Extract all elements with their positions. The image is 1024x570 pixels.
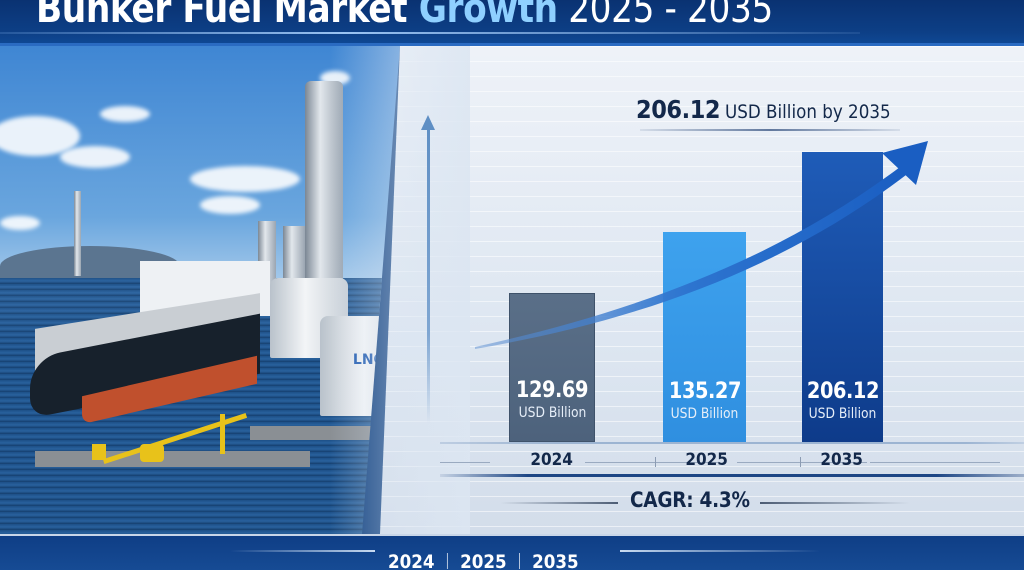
refinery-unit [283,226,305,291]
axis-tick [655,457,656,467]
header-rule [0,32,860,34]
cagr-rule-left [500,502,618,504]
footer-rule-right [620,550,820,553]
headline-annotation: 206.12 USD Billion by 2035 [636,95,914,124]
cagr-label: CAGR: 4.3% [630,488,750,512]
yellow-pipe [92,444,106,460]
refinery-tower [305,81,343,291]
cloud [190,166,300,192]
footer-banner: 2024 2025 2035 [0,534,1024,570]
header-edge [0,43,1024,46]
footer-year: 2035 [532,551,579,570]
distant-chimney [74,191,81,276]
cloud [60,146,130,168]
title-accent: Growth [418,0,558,32]
x-label-2035: 2035 [820,450,863,470]
axis-tick [800,457,801,467]
headline-underline [640,129,900,131]
yellow-pipe [220,414,225,454]
bar-value: 129.69 [515,378,589,403]
up-arrow-icon [421,115,435,130]
x-axis-baseline [440,474,1024,477]
footer-year: 2025 [460,551,507,570]
x-label-2025: 2025 [685,450,728,470]
bar-2024: 129.69 USD Billion [509,293,595,442]
cloud [100,106,150,122]
bar-value: 206.12 [806,379,879,404]
bar-value: 135.27 [668,379,741,404]
footer-rule-left [230,550,375,553]
title-main: Bunker Fuel Market [36,0,419,32]
header-banner: Bunker Fuel Market Growth 2025 - 2035 [0,0,1024,46]
jetty [35,451,310,467]
page-title: Bunker Fuel Market Growth 2025 - 2035 [36,0,773,32]
cagr-rule-right [760,502,910,504]
x-label-2024: 2024 [530,450,573,470]
footer-years: 2024 2025 2035 [388,551,579,570]
headline-value: 206.12 [636,95,721,124]
axis-segment [585,462,720,463]
yellow-pipe [140,444,164,462]
x-axis-labels: 2024 2025 2035 [440,444,1000,474]
footer-separator [446,553,448,569]
cloud [0,216,40,230]
cloud [200,196,260,214]
bar-unit: USD Billion [518,405,586,421]
axis-segment [870,462,1000,463]
axis-segment [737,462,867,463]
x-axis [440,442,1024,444]
title-years: 2025 - 2035 [557,0,773,32]
y-axis [427,124,430,424]
bar-unit: USD Billion [808,406,877,422]
footer-year: 2024 [388,551,435,570]
axis-segment [440,462,490,463]
headline-suffix: USD Billion by 2035 [725,101,892,123]
footer-separator [518,553,520,569]
bar-unit: USD Billion [670,406,739,422]
trend-arrow-icon [475,141,928,349]
